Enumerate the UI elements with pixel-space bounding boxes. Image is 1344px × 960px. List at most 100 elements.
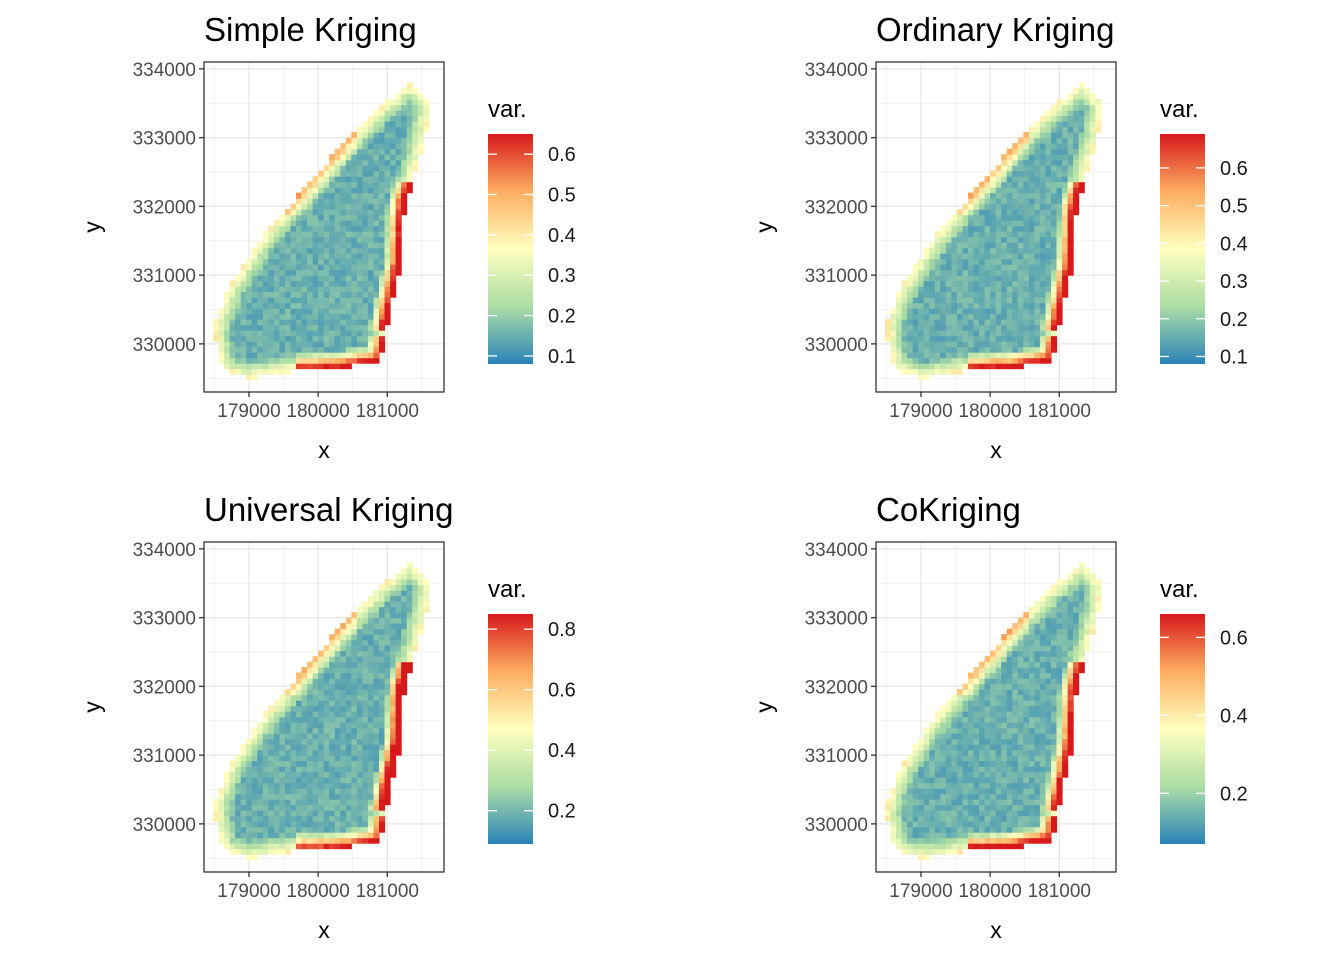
heatmap-cell [995,722,1002,729]
heatmap-cell [890,341,897,348]
heatmap-cell [923,760,930,767]
heatmap-cell [367,198,374,205]
heatmap-cell [979,760,986,767]
heatmap-cell [367,634,374,641]
heatmap-cell [235,346,242,353]
heatmap-cell [1034,236,1041,243]
heatmap-cell [973,799,980,806]
heatmap-cell [1039,286,1046,293]
heatmap-cell [1001,231,1008,238]
heatmap-cell [240,319,247,326]
heatmap-cell [379,689,386,696]
heatmap-cell [907,330,914,337]
heatmap-cell [323,672,330,679]
heatmap-cell [934,330,941,337]
heatmap-cell [990,837,997,844]
heatmap-cell [362,308,369,315]
heatmap-cell [1045,242,1052,249]
heatmap-cell [323,667,330,674]
heatmap-cell [1056,115,1063,122]
heatmap-cell [1023,291,1030,298]
heatmap-cell [979,198,986,205]
heatmap-cell [340,148,347,155]
heatmap-cell [251,291,258,298]
heatmap-cell [345,192,352,199]
heatmap-cell [945,810,952,817]
heatmap-cell [279,236,286,243]
heatmap-cell [246,848,253,855]
heatmap-cell [235,848,242,855]
heatmap-cell [1067,617,1074,624]
heatmap-cell [362,771,369,778]
heatmap-cell [968,777,975,784]
heatmap-cell [929,319,936,326]
heatmap-cell [968,755,975,762]
heatmap-cell [379,645,386,652]
heatmap-cell [901,821,908,828]
heatmap-cell [968,837,975,844]
heatmap-cell [345,148,352,155]
heatmap-cell [1017,628,1024,635]
heatmap-cell [351,661,358,668]
heatmap-cell [929,308,936,315]
heatmap-cell [984,330,991,337]
heatmap-cell [356,297,363,304]
heatmap-cell [1045,154,1052,161]
heatmap-cell [318,302,325,309]
heatmap-cell [979,755,986,762]
heatmap-cell [1017,192,1024,199]
heatmap-cell [379,694,386,701]
heatmap-cell [1078,93,1085,100]
heatmap-cell [229,788,236,795]
heatmap-cell [279,832,286,839]
heatmap-cell [290,253,297,260]
heatmap-cell [956,220,963,227]
heatmap-cell [1001,330,1008,337]
heatmap-cell [1017,269,1024,276]
heatmap-cell [246,286,253,293]
heatmap-cell [390,198,397,205]
heatmap-cell [340,661,347,668]
heatmap-cell [973,198,980,205]
heatmap-cell [356,264,363,271]
heatmap-cell [406,601,413,608]
heatmap-cell [929,330,936,337]
heatmap-cell [973,771,980,778]
heatmap-cell [962,308,969,315]
heatmap-cell [1028,738,1035,745]
heatmap-cell [279,804,286,811]
heatmap-cell [246,346,253,353]
heatmap-cell [412,93,419,100]
heatmap-cell [362,793,369,800]
heatmap-cell [362,826,369,833]
heatmap-cell [979,744,986,751]
heatmap-cell [273,810,280,817]
heatmap-cell [1051,192,1058,199]
heatmap-cell [990,700,997,707]
heatmap-cell [1006,220,1013,227]
heatmap-cell [1017,634,1024,641]
heatmap-cell [356,302,363,309]
heatmap-cell [329,804,336,811]
heatmap-cell [1073,667,1080,674]
heatmap-cell [395,198,402,205]
heatmap-cell [268,771,275,778]
heatmap-cell [1062,639,1069,646]
heatmap-cell [1078,170,1085,177]
heatmap-cell [307,793,314,800]
heatmap-cell [945,280,952,287]
heatmap-cell [323,678,330,685]
heatmap-cell [956,291,963,298]
heatmap-cell [973,297,980,304]
heatmap-cell [334,650,341,657]
heatmap-cell [956,297,963,304]
heatmap-cell [945,225,952,232]
heatmap-cell [1073,126,1080,133]
heatmap-cell [907,352,914,359]
heatmap-cell [1023,645,1030,652]
heatmap-cell [417,579,424,586]
heatmap-cell [1001,346,1008,353]
heatmap-cell [1084,104,1091,111]
heatmap-cell [362,628,369,635]
heatmap-cell [1067,264,1074,271]
